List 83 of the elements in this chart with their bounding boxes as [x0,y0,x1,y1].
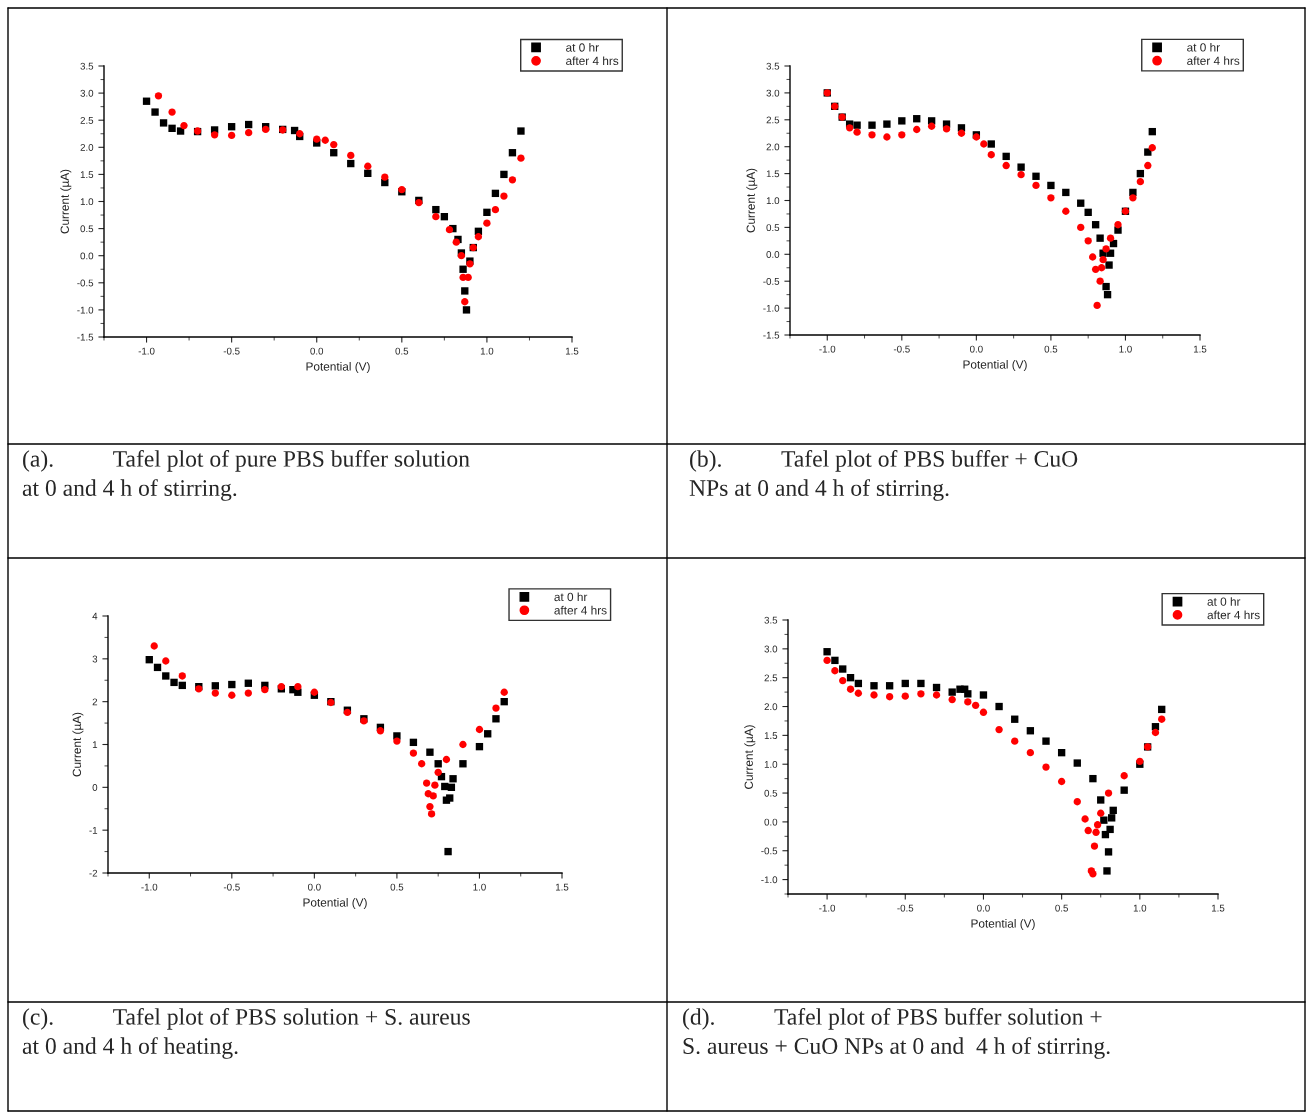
x-tick-label: -1.0 [141,883,158,891]
y-tick-label: 3.5 [764,616,778,624]
x-tick-label: -1.0 [138,347,155,355]
x-tick-label: -0.5 [893,345,910,353]
x-tick-label: 1.0 [480,347,494,355]
x-tick-label: -1.0 [819,904,836,912]
y-tick-label: 3 [92,655,98,663]
x-tick-label: -0.5 [897,904,914,912]
x-tick-label: 1.5 [1211,904,1225,912]
x-tick-label: 0.5 [395,347,409,355]
y-tick-label: 0 [92,784,98,791]
y-tick-label: 2.0 [764,703,778,711]
y-tick-label: 2.0 [80,144,94,151]
y-tick-label: -1.5 [763,331,780,339]
y-tick-label: 3.5 [766,62,780,70]
y-tick-label: 0.0 [80,252,94,260]
x-tick-label: 0.0 [969,345,983,353]
y-tick-label: 1.0 [764,760,778,768]
x-tick-label: 0.5 [390,883,404,891]
legend-label: at 0 hr [1207,597,1241,606]
x-tick-label: -1.0 [819,345,836,353]
x-tick-label: 0.0 [307,883,321,891]
y-tick-label: 3.0 [764,645,778,653]
text: (d). Tafel plot of PBS buffer solution + S. aureus + CuO NPs at 0 and 4 h of stirring. [683,1008,1110,1059]
x-axis-title: Potential (V) [306,362,370,374]
x-tick-label: 1.5 [565,347,579,355]
x-axis-title: Potential (V) [963,360,1027,372]
y-tick-label: 1.0 [766,197,780,205]
legend-label: at 0 hr [1187,42,1220,52]
y-tick-label: -0.5 [761,847,778,855]
y-tick-label: 1.0 [80,198,94,206]
y-tick-label: 0.0 [766,251,780,258]
legend-label: after 4 hrs [554,605,607,615]
text: (c). Tafel plot of PBS solution + S. aureus at 0 and 4 h of heating. [22,1008,470,1059]
x-tick-label: 1.0 [473,883,486,891]
x-tick-label: 1.5 [1193,345,1207,353]
y-tick-label: 2.5 [80,116,94,124]
y-axis-title: Current (µA) [746,168,758,233]
y-tick-label: 0.5 [764,789,778,797]
y-tick-label: 0.5 [80,225,94,233]
x-tick-label: 0.5 [1044,345,1058,353]
y-axis-title: Current (µA) [744,725,756,789]
y-tick-label: 4 [92,612,98,620]
y-tick-label: 2.0 [766,143,780,151]
y-tick-label: 1.5 [80,171,94,179]
y-axis-title: Current (µA) [72,712,84,777]
y-tick-label: 3.5 [80,62,94,70]
y-tick-label: 1 [92,741,98,749]
text: (b). Tafel plot of PBS buffer + CuO NPs at 0 and 4 h of stirring. [689,450,1078,501]
y-tick-label: -1 [89,827,98,834]
y-tick-label: 2.5 [764,674,778,682]
y-tick-label: 2 [92,698,98,706]
legend-label: after 4 hrs [1207,610,1260,620]
x-tick-label: 1.0 [1119,345,1132,353]
y-tick-label: 1.5 [764,732,778,739]
y-tick-label: -0.5 [77,279,94,287]
legend-label: after 4 hrs [566,56,619,66]
y-tick-label: 0.0 [764,818,778,826]
x-axis-title: Potential (V) [303,898,367,910]
text: (a). Tafel plot of pure PBS buffer solution at 0 and 4 h of stirring. [22,450,470,501]
y-tick-label: -1.0 [761,876,778,884]
y-tick-label: -1.5 [77,333,94,341]
y-tick-label: -1.0 [77,306,94,314]
x-tick-label: 1.5 [555,883,569,891]
y-tick-label: 2.5 [766,116,780,124]
legend-label: after 4 hrs [1187,56,1240,65]
x-tick-label: 0.0 [977,904,990,912]
y-tick-label: -2 [89,869,98,877]
y-axis-title: Current (µA) [60,169,72,234]
x-axis-title: Potential (V) [971,919,1035,931]
y-tick-label: -1.0 [763,304,780,312]
legend-label: at 0 hr [566,43,599,52]
y-tick-label: 3.0 [80,89,94,97]
x-tick-label: 1.0 [1133,904,1147,912]
x-tick-label: -0.5 [223,347,240,355]
y-tick-label: -0.5 [763,277,780,285]
x-tick-label: -0.5 [223,883,240,891]
x-tick-label: 0.5 [1055,904,1068,912]
x-tick-label: 0.0 [310,347,324,355]
y-tick-label: 3.0 [766,89,780,97]
legend-label: at 0 hr [554,592,588,602]
y-tick-label: 1.5 [766,170,780,178]
y-tick-label: 0.5 [766,224,780,232]
